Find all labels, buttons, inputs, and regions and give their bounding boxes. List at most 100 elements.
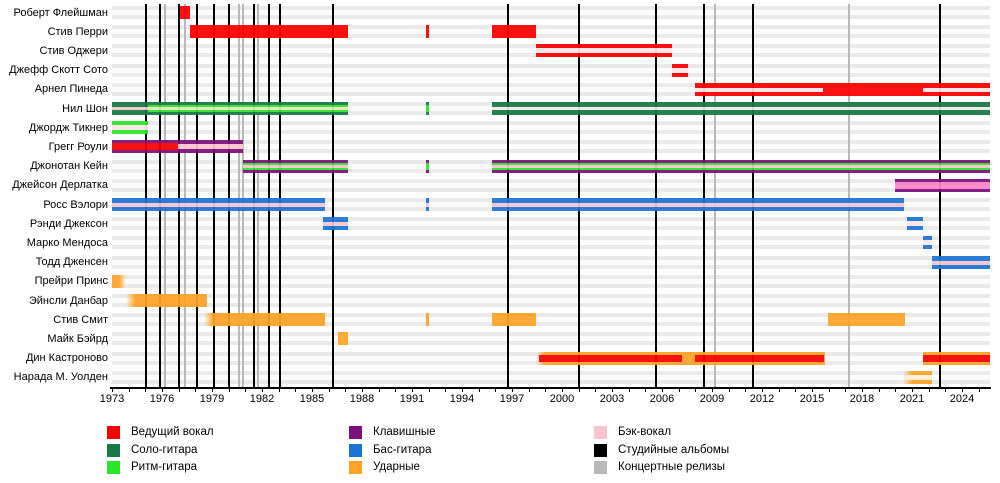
axis-tick [862,388,863,392]
member-role-bar [492,25,536,39]
member-name-label: Грегг Роули [48,140,108,153]
studio-album-line [253,4,255,388]
axis-year-label: 2000 [549,393,575,405]
axis-year-label: 1973 [99,393,125,405]
center-role-stripe [923,240,932,246]
studio-album-line [178,4,180,388]
center-role-stripe [923,87,990,92]
member-role-bar [112,102,148,115]
member-role-bar [923,236,932,250]
member-role-bar [492,159,990,173]
member-role-bar [425,313,429,327]
member-name-label: Нарада М. Уолден [13,371,108,384]
axis-tick [578,388,580,392]
member-role-bar [178,140,243,154]
member-role-bar [126,294,207,307]
row-band [112,217,990,231]
center-role-stripe [932,260,990,265]
row-band [112,6,990,19]
center-role-stripe [672,67,688,73]
axis-year-label: 2018 [849,393,875,405]
axis-tick [462,388,463,392]
legend-label: Концертные релизы [618,461,725,474]
axis-year-label: 2006 [649,393,675,405]
member-role-bar [425,198,429,211]
member-name-label: Стив Оджери [39,44,109,57]
member-role-bar [903,370,932,384]
axis-tick [912,388,913,392]
studio-album-line [752,4,754,388]
axis-tick [495,388,497,392]
axis-year-label: 1997 [499,393,525,405]
axis-tick [812,388,813,392]
axis-tick [678,388,680,392]
row-band [112,294,990,307]
axis-tick [545,388,547,392]
legend-label: Бас-гитара [373,443,432,456]
studio-album-line [655,4,657,388]
axis-tick [412,388,413,392]
row-band [112,121,990,135]
member-role-bar [323,217,348,231]
axis-year-label: 2009 [699,393,725,405]
legend-label: Ведущий вокал [131,426,214,438]
row-band [112,178,990,192]
member-role-bar [112,121,148,135]
row-band [112,236,990,250]
center-role-stripe [695,87,823,92]
center-role-stripe [242,164,348,168]
axis-year-label: 1982 [249,393,275,405]
axis-tick [428,388,430,392]
member-name-label: Марко Мендоса [26,236,108,249]
studio-album-line [268,4,270,388]
axis-tick [712,388,713,392]
axis-tick [962,388,963,392]
axis-tick [345,388,347,392]
center-role-stripe [492,203,904,207]
axis-tick [478,388,480,392]
member-name-label: Тодд Дженсен [35,256,108,269]
studio-album-line [703,4,705,388]
member-role-bar [338,332,348,346]
studio-album-line [279,4,281,388]
legend-swatch-keyboards [349,426,362,439]
member-role-bar [180,6,190,19]
axis-year-label: 1991 [399,393,425,405]
concert-release-line [714,4,716,388]
axis-tick [378,388,380,392]
axis-tick [312,388,313,392]
legend-swatch-drums [349,461,362,475]
axis-tick [128,388,130,392]
concert-release-line [257,4,259,388]
member-name-label: Роберт Флейшман [13,6,109,19]
axis-tick [895,388,897,392]
axis-tick [612,388,613,392]
axis-tick [562,388,563,392]
member-name-label: Рэнди Джексон [29,217,108,230]
axis-year-label: 1988 [349,393,375,405]
axis-tick [628,388,630,392]
member-role-bar [906,217,923,231]
center-role-stripe [425,203,429,207]
studio-album-line [145,4,147,388]
center-role-stripe [895,181,990,189]
member-name-label: Джефф Скотт Сото [9,64,108,77]
center-role-stripe [536,48,672,54]
member-role-bar [695,82,823,96]
center-role-stripe [112,125,148,131]
concert-release-line [164,4,166,388]
axis-tick [778,388,780,392]
member-name-label: Нил Шон [62,102,108,115]
axis-year-label: 2021 [899,393,925,405]
axis-tick [728,388,730,392]
member-role-bar [923,82,990,96]
member-name-label: Стив Смит [53,313,108,326]
member-name-label: Эйнсли Данбар [28,294,108,307]
axis-tick [145,388,147,392]
center-role-stripe [492,107,990,110]
legend-swatch-concert_line [594,461,607,475]
center-role-stripe [323,222,348,227]
axis-tick [228,388,230,392]
secondary-role-stripe [425,162,429,170]
axis-tick [212,388,213,392]
